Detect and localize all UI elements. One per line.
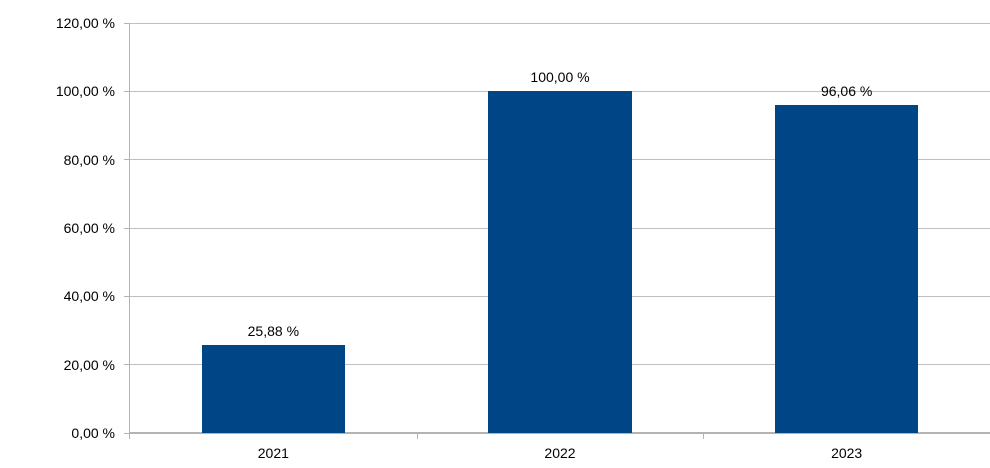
y-axis-tick	[124, 227, 130, 229]
bar-value-label: 25,88 %	[247, 322, 300, 339]
y-axis-tick-label: 0,00 %	[71, 425, 115, 441]
y-axis-tick-label: 100,00 %	[55, 83, 115, 100]
bar-2021	[201, 344, 345, 433]
bar-2023	[775, 104, 919, 433]
y-axis-tick-label: 80,00 %	[63, 151, 115, 168]
y-axis-tick	[124, 159, 130, 161]
y-axis-tick	[124, 295, 130, 297]
x-axis-category-label: 2021	[257, 445, 289, 461]
bar-value-label: 100,00 %	[530, 69, 590, 86]
bar-value-label: 96,06 %	[820, 82, 873, 99]
y-axis-tick-label: 60,00 %	[63, 220, 115, 236]
y-axis-tick	[124, 90, 130, 92]
x-axis-category-label: 2022	[544, 445, 576, 461]
x-axis-tick	[703, 433, 705, 439]
x-axis-category-label: 2023	[831, 445, 863, 461]
x-axis-line	[130, 432, 990, 434]
y-axis-tick-label: 120,00 %	[55, 15, 115, 31]
y-axis-tick	[124, 432, 130, 434]
gridline	[130, 22, 990, 24]
bar-2022	[488, 91, 632, 433]
y-axis-tick	[124, 22, 130, 24]
y-axis-line	[129, 23, 130, 439]
y-axis-tick-label: 20,00 %	[63, 356, 115, 373]
y-axis-tick-label: 40,00 %	[63, 288, 115, 305]
y-axis-tick	[124, 364, 130, 366]
x-axis-tick	[416, 433, 418, 439]
